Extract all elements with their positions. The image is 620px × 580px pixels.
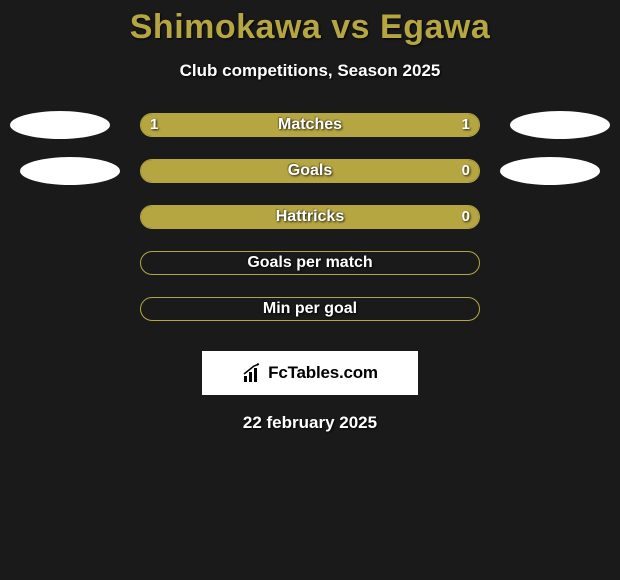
date-line: 22 february 2025	[0, 413, 620, 433]
page-title: Shimokawa vs Egawa	[0, 8, 620, 47]
site-logo: FcTables.com	[242, 362, 378, 384]
stat-bar-track	[140, 251, 480, 275]
player-marker-left	[10, 111, 110, 139]
site-badge: FcTables.com	[202, 351, 418, 395]
subtitle: Club competitions, Season 2025	[0, 61, 620, 81]
player-marker-right	[510, 111, 610, 139]
stat-bar-fill	[141, 160, 479, 182]
site-name: FcTables.com	[268, 363, 378, 383]
stat-row: Matches11	[0, 113, 620, 159]
stat-row: Hattricks0	[0, 205, 620, 251]
stat-bar-track	[140, 113, 480, 137]
chart-icon	[242, 362, 264, 384]
stat-bar-track	[140, 205, 480, 229]
stat-row: Goals per match	[0, 251, 620, 297]
infographic-container: Shimokawa vs Egawa Club competitions, Se…	[0, 0, 620, 433]
stat-row: Goals0	[0, 159, 620, 205]
stat-bar-fill	[141, 206, 479, 228]
stat-bar-track	[140, 159, 480, 183]
stat-bar-fill	[141, 114, 479, 136]
stats-area: Matches11Goals0Hattricks0Goals per match…	[0, 113, 620, 343]
player-marker-right	[500, 157, 600, 185]
stat-bar-track	[140, 297, 480, 321]
stat-row: Min per goal	[0, 297, 620, 343]
player-marker-left	[20, 157, 120, 185]
